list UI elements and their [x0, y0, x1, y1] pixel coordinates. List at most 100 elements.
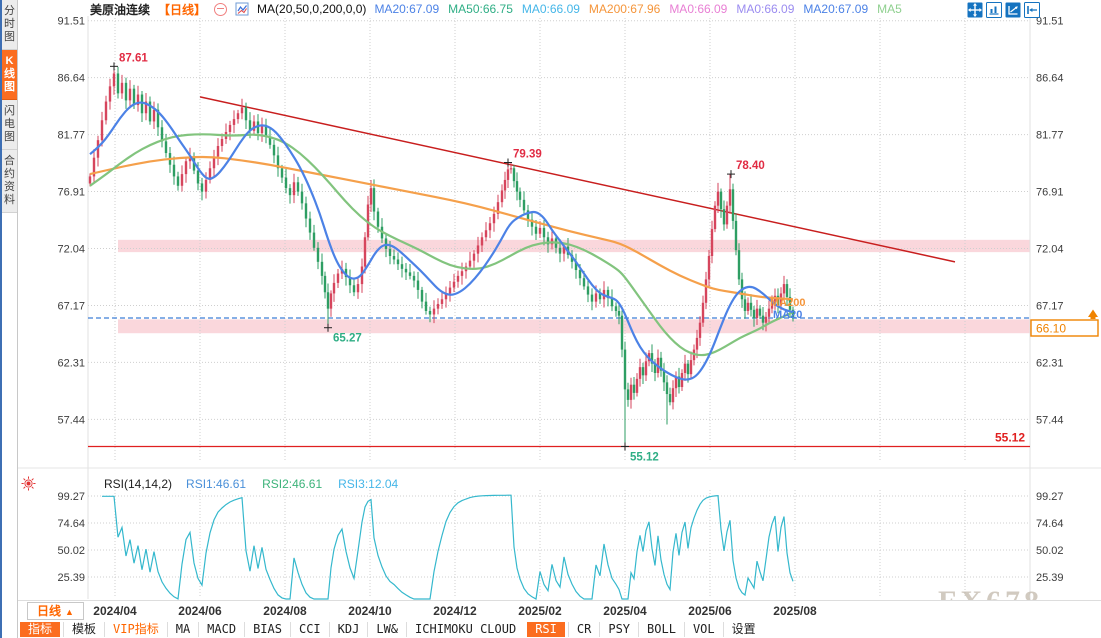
symbol-title: 美原油连续	[90, 2, 151, 17]
svg-text:99.27: 99.27	[57, 491, 85, 503]
toolbar-item-PSY[interactable]: PSY	[599, 622, 638, 637]
chart-header: 美原油连续 【日线】 MA(20,50,0,200,0,0) MA20:67.0…	[90, 1, 902, 17]
rsi-values-list: RSI1:46.61 RSI2:46.61 RSI3:12.04	[186, 477, 398, 491]
axis-scale-icon[interactable]	[986, 2, 1002, 18]
toolbar-item-模板[interactable]: 模板	[63, 622, 104, 637]
svg-text:67.17: 67.17	[57, 300, 85, 312]
svg-text:81.77: 81.77	[57, 130, 85, 142]
toolbar-item-KDJ[interactable]: KDJ	[328, 622, 368, 637]
toolbar-item-RSI[interactable]: RSI	[527, 622, 565, 637]
candles-layer	[88, 66, 795, 447]
grid-layer	[88, 18, 1030, 598]
ma-value: MA5	[877, 2, 902, 16]
toolbar-item-CCI[interactable]: CCI	[289, 622, 329, 637]
rsi-formula: RSI(14,14,2)	[104, 476, 173, 491]
svg-text:91.51: 91.51	[1036, 16, 1064, 28]
toolbar-item-CR[interactable]: CR	[567, 622, 599, 637]
svg-text:81.77: 81.77	[1036, 130, 1064, 142]
trend-measure-icon[interactable]	[1005, 2, 1021, 18]
svg-text:79.39: 79.39	[513, 149, 542, 161]
svg-text:74.64: 74.64	[57, 518, 85, 530]
mini-chart-icon[interactable]	[235, 2, 249, 16]
svg-text:91.51: 91.51	[57, 16, 85, 28]
toolbar-item-MACD[interactable]: MACD	[198, 622, 244, 637]
ma-value: MA200:67.96	[588, 2, 661, 16]
svg-text:55.12: 55.12	[630, 451, 659, 463]
toolbar-item-BIAS[interactable]: BIAS	[244, 622, 290, 637]
date-tick-label: 2025/02	[518, 604, 562, 618]
svg-text:87.61: 87.61	[119, 52, 148, 64]
ma200-line	[89, 155, 794, 301]
chevron-up-icon: ▲	[65, 607, 74, 617]
toolbar-item-MA[interactable]: MA	[166, 622, 198, 637]
tab-char: 时	[4, 18, 15, 30]
rsi-value: RSI1:46.61	[186, 476, 247, 491]
rsi-value: RSI2:46.61	[262, 476, 323, 491]
tab-char: 图	[4, 81, 15, 93]
toolbar-item-设置[interactable]: 设置	[722, 622, 764, 637]
reference-lines: 55.12	[88, 96, 1030, 448]
ma-value: MA0:66.09	[736, 2, 795, 16]
toolbar-item-LW&[interactable]: LW&	[367, 622, 406, 637]
tab-char: 图	[4, 131, 15, 143]
rsi-value: RSI3:12.04	[338, 476, 399, 491]
svg-text:50.02: 50.02	[57, 545, 85, 557]
tab-char: 闪	[4, 105, 15, 117]
ma-value: MA20:67.09	[803, 2, 869, 16]
ma50-line	[89, 133, 794, 357]
svg-text:25.39: 25.39	[1036, 572, 1064, 584]
svg-text:76.91: 76.91	[1036, 187, 1064, 199]
collapse-indicator-icon[interactable]	[214, 2, 228, 16]
toolbar-item-ICHIMOKU CLOUD[interactable]: ICHIMOKU CLOUD	[406, 622, 524, 637]
sidebar-tab-合约资料[interactable]: 合约资料	[2, 150, 17, 213]
svg-text:72.04: 72.04	[57, 244, 85, 256]
svg-text:62.31: 62.31	[1036, 357, 1064, 369]
tab-char: 线	[4, 68, 15, 80]
svg-text:99.27: 99.27	[1036, 491, 1064, 503]
tab-char: 资	[4, 181, 15, 193]
date-tick-label: 2024/12	[433, 604, 477, 618]
svg-text:78.40: 78.40	[736, 160, 765, 172]
rsi-line	[102, 494, 794, 600]
price-annotations: 87.61 79.39 78.40 65.27 55.12	[110, 52, 765, 463]
date-tick-label: 2025/04	[603, 604, 647, 618]
date-tick-label: 2024/10	[348, 604, 392, 618]
toolbar-item-BOLL[interactable]: BOLL	[638, 622, 684, 637]
svg-text:57.44: 57.44	[1036, 414, 1064, 426]
indicator-toolbar: 指标 模板 VIP指标 MA MACD BIAS CCI KDJ LW& ICHIMOKU CLO…	[17, 621, 1101, 638]
rsi-header: RSI(14,14,2) RSI1:46.61 RSI2:46.61 RSI3:12…	[21, 476, 398, 491]
period-tag: 【日线】	[158, 2, 207, 17]
toolbar-item-VOL[interactable]: VOL	[683, 622, 723, 637]
ma-value: MA50:66.75	[448, 2, 513, 16]
rsi-settings-icon[interactable]	[21, 476, 36, 491]
ma-value: MA20:67.09	[374, 2, 440, 16]
date-tick-label: 2025/06	[688, 604, 732, 618]
support-resistance-bands	[118, 239, 1030, 334]
svg-text:50.02: 50.02	[1036, 545, 1064, 557]
period-selector-button[interactable]: 日线 ▲	[27, 602, 84, 620]
tab-char: 料	[4, 194, 15, 206]
svg-text:76.91: 76.91	[57, 187, 85, 199]
collapse-right-icon[interactable]	[1024, 2, 1040, 18]
toolbar-item-指标[interactable]: 指标	[20, 622, 61, 637]
svg-text:MA20: MA20	[773, 309, 802, 321]
ma-value: MA0:66.09	[669, 2, 728, 16]
svg-text:74.64: 74.64	[1036, 518, 1064, 530]
sidebar-tab-闪电图[interactable]: 闪电图	[2, 100, 17, 150]
svg-text:57.44: 57.44	[57, 414, 85, 426]
svg-text:62.31: 62.31	[57, 357, 85, 369]
tab-char: 合	[4, 155, 15, 167]
toolbar-item-VIP指标[interactable]: VIP指标	[104, 622, 167, 637]
pane-borders	[17, 16, 1101, 599]
sidebar-tab-分时图[interactable]: 分时图	[2, 0, 17, 50]
price-axis-labels: 91.51 91.51 86.64 86.64 81.77 81.77 76.91 76.91…	[57, 16, 1063, 584]
pan-icon[interactable]	[967, 2, 983, 18]
svg-text:55.12: 55.12	[995, 430, 1025, 444]
date-tick-label: 2024/04	[93, 604, 137, 618]
window-left-border	[0, 0, 2, 638]
chart-toolbar-icons	[967, 2, 1040, 18]
